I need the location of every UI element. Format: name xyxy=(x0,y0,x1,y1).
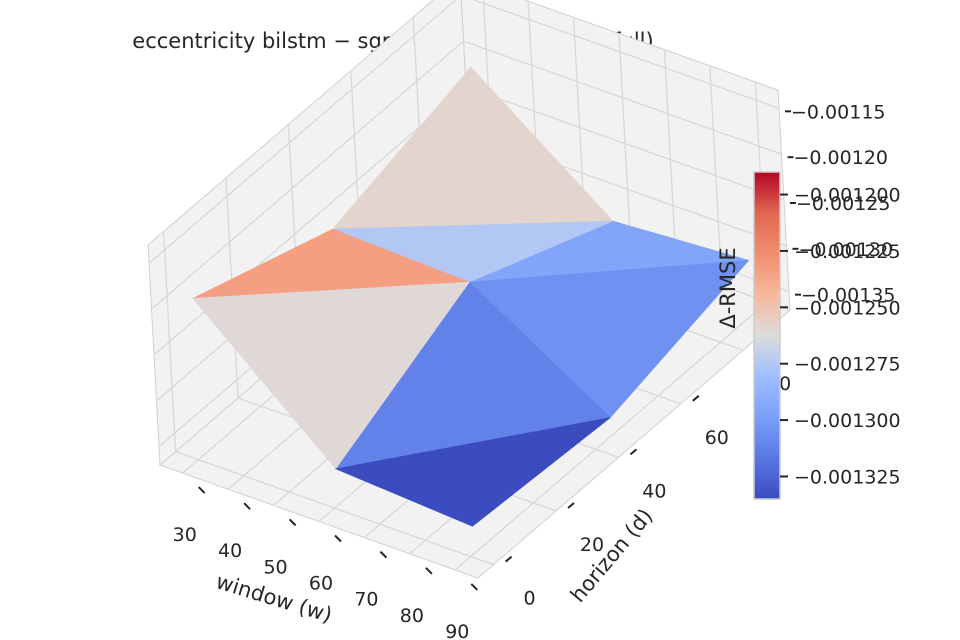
x-tick-mark xyxy=(288,518,297,527)
y-tick-mark xyxy=(692,395,700,402)
y-tick-label: 0 xyxy=(524,588,536,610)
colorbar: −0.001200 −0.001225 −0.001250 −0.001275 −0.0… xyxy=(753,171,901,500)
x-tick-mark xyxy=(198,486,206,494)
gridline-z-left xyxy=(151,40,464,310)
z-tick-label: −0.00130 xyxy=(799,239,894,261)
y-tick-mark xyxy=(504,555,513,563)
x-tick-label: 90 xyxy=(445,621,469,640)
z-tick-label: −0.00115 xyxy=(791,101,886,123)
x-tick-label: 80 xyxy=(400,605,424,627)
y-tick-mark xyxy=(567,502,575,509)
colorbar-tick-label: −0.001250 xyxy=(794,297,901,319)
gridline-z-back xyxy=(463,40,782,155)
axes-ticks: 30405060708090020406080−0.00115−0.00120−… xyxy=(173,101,896,640)
x-tick-label: 60 xyxy=(309,573,333,595)
gridline-z-back xyxy=(472,0,780,109)
colorbar-tick-label: −0.001300 xyxy=(794,410,901,432)
gridline-z-left xyxy=(148,0,457,264)
y-tick-label: 60 xyxy=(705,427,729,449)
x-tick-label: 40 xyxy=(218,540,242,562)
x-tick-label: 30 xyxy=(173,524,197,546)
y-tick-mark xyxy=(629,448,638,456)
colorbar-tick-label: −0.001275 xyxy=(794,354,901,376)
colorbar-tick-label: −0.001225 xyxy=(794,241,901,263)
y-tick-label: 20 xyxy=(580,534,604,556)
z-axis-label: Δ-RMSE xyxy=(716,247,740,328)
x-tick-mark xyxy=(243,502,251,510)
x-tick-mark xyxy=(470,583,478,591)
z-tick-label: −0.00125 xyxy=(796,193,891,215)
z-tick-label: −0.00135 xyxy=(801,285,896,307)
surface-plot xyxy=(192,66,750,527)
y-tick-label: 40 xyxy=(642,480,666,502)
gridline-y-floor xyxy=(175,450,494,566)
colorbar-tick-label: −0.001200 xyxy=(794,185,901,207)
x-tick-mark xyxy=(425,567,433,575)
colorbar-tick-label: −0.001325 xyxy=(794,466,901,488)
x-tick-mark xyxy=(379,550,388,559)
colorbar-gradient xyxy=(753,171,781,500)
surface-facet xyxy=(334,417,611,527)
gridline-z-back xyxy=(465,86,785,201)
surface-facet xyxy=(192,281,470,470)
z-tick-label: −0.00120 xyxy=(794,147,889,169)
gridline-x-floor xyxy=(454,301,768,571)
x-tick-label: 50 xyxy=(263,556,287,578)
x-tick-mark xyxy=(334,534,342,543)
x-tick-label: 70 xyxy=(354,589,378,611)
